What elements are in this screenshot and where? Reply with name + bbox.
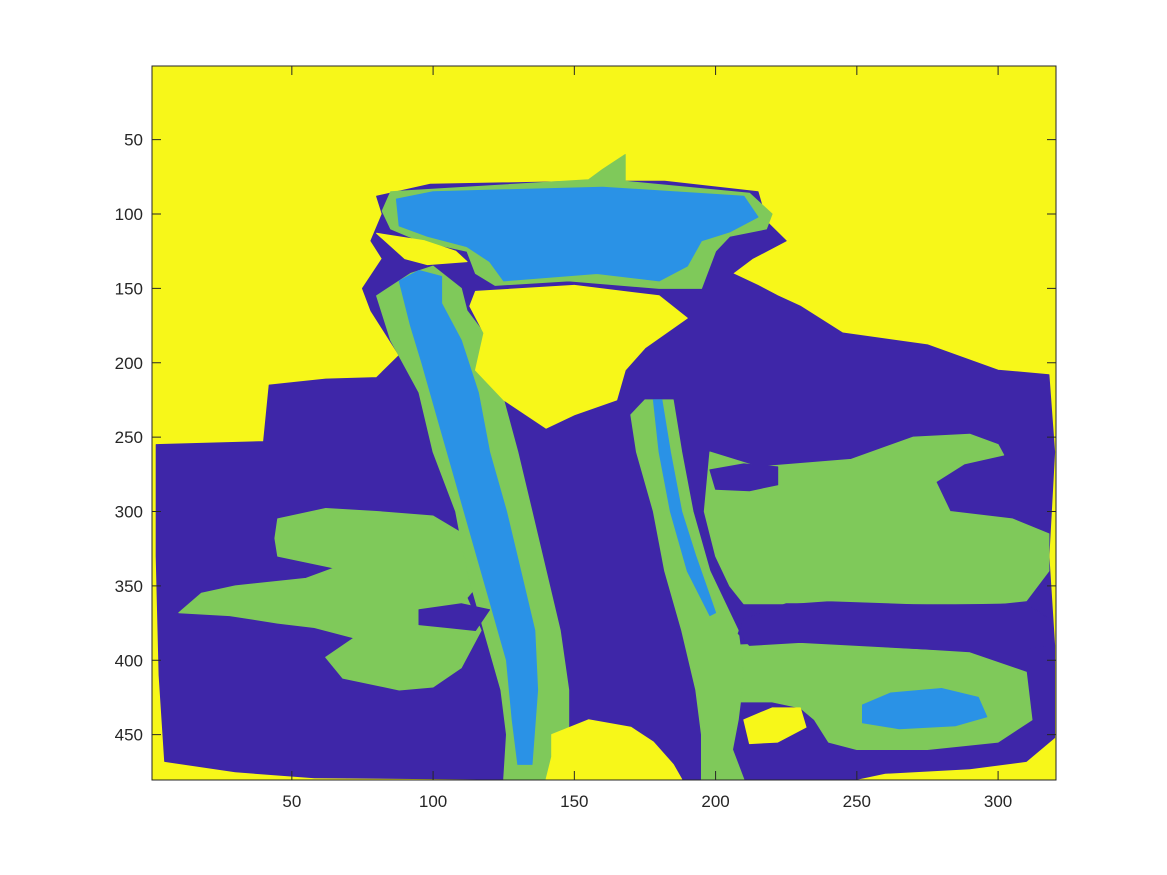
region-green-right-lobe	[703, 433, 1050, 605]
region-yellow-bottom-loop	[743, 707, 807, 745]
x-tick-label: 200	[701, 792, 729, 811]
plot-area	[152, 66, 1056, 780]
y-tick-label: 150	[115, 279, 143, 298]
region-blue-cap	[395, 186, 759, 282]
region-blue-right-duct	[652, 399, 717, 617]
y-tick-label: 450	[115, 726, 143, 745]
region-yellow-bottom-patch	[545, 719, 683, 780]
region-yellow-inner-pocket	[469, 284, 688, 429]
x-tick-label: 250	[843, 792, 871, 811]
y-tick-label: 300	[115, 503, 143, 522]
region-dark-right-blob	[709, 463, 779, 492]
axes: 50 100 150 200 250 300 50 100 150 200 250 300 350 400…	[115, 65, 1057, 811]
region-dark-left-blob	[418, 603, 491, 631]
y-tick-label: 50	[124, 131, 143, 150]
y-tick-label: 400	[115, 651, 143, 670]
x-tick-label: 150	[560, 792, 588, 811]
x-tick-label: 300	[984, 792, 1012, 811]
y-tick-label: 200	[115, 354, 143, 373]
region-yellow-left-notch	[376, 232, 468, 266]
region-green-right-duct	[630, 399, 745, 780]
axes-frame	[151, 65, 1057, 781]
x-tick-label: 100	[419, 792, 447, 811]
x-tick-label: 50	[282, 792, 301, 811]
region-dark-right-pocket	[737, 603, 1050, 654]
y-tick-label: 100	[115, 205, 143, 224]
region-blue-left-duct	[398, 270, 539, 765]
region-blue-bottom-oval	[862, 688, 988, 730]
y-tick-label: 250	[115, 428, 143, 447]
y-tick-label: 350	[115, 577, 143, 596]
